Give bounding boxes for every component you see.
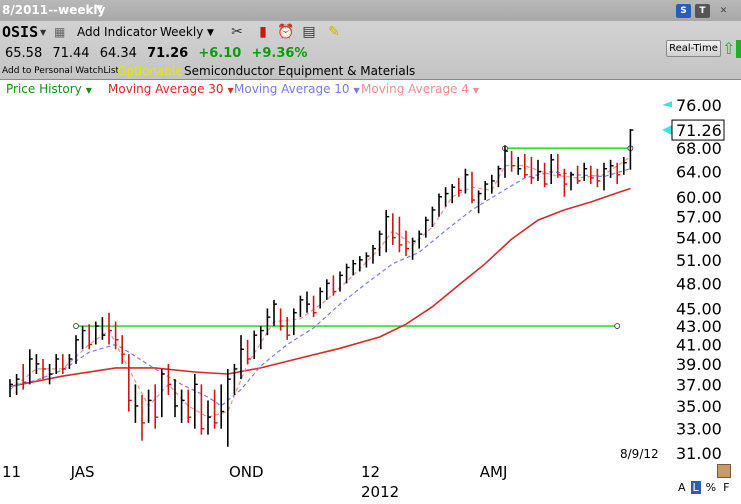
pencil-icon[interactable] bbox=[717, 464, 731, 478]
scale-option-pct[interactable]: % bbox=[705, 481, 717, 494]
x-tick-label: OND bbox=[229, 463, 264, 481]
add-indicator-button[interactable]: Add Indicator bbox=[77, 25, 158, 39]
y-tick-label: 51.00 bbox=[676, 251, 722, 270]
range-bar: 8/2011--weekly ▼ S T ✕ bbox=[0, 0, 741, 21]
quote-row: 65.58 71.44 64.34 71.26 +6.10 +9.36% bbox=[5, 46, 313, 61]
y-tick-label: 37.00 bbox=[676, 375, 722, 394]
y-tick-label: 54.00 bbox=[676, 229, 722, 248]
trendline-anchor bbox=[614, 323, 621, 329]
legend-price-history[interactable]: Price History ▼ bbox=[6, 82, 92, 96]
high-marker-arrow bbox=[662, 101, 672, 108]
y-tick-label: 57.00 bbox=[676, 208, 722, 227]
quote-change-pct: +9.36% bbox=[251, 46, 308, 61]
up-arrow-icon: ⇧ bbox=[722, 39, 736, 58]
ma10-line bbox=[9, 168, 631, 407]
chevron-down-icon[interactable]: ▼ bbox=[353, 86, 360, 95]
quote-high: 71.44 bbox=[52, 46, 90, 61]
range-label[interactable]: 8/2011--weekly bbox=[2, 3, 106, 17]
x-tick-label: 2012 bbox=[361, 483, 399, 501]
chevron-down-icon[interactable]: ▼ bbox=[472, 86, 480, 95]
quote-low: 64.34 bbox=[99, 46, 137, 61]
chart-legend: Price History ▼ Moving Average 30 ▼ Moving… bbox=[0, 80, 741, 98]
chevron-down-icon[interactable]: ▼ bbox=[85, 86, 92, 95]
y-tick-label: 64.00 bbox=[676, 163, 722, 182]
s-icon[interactable]: S bbox=[676, 4, 691, 18]
chevron-down-icon[interactable]: ▼ bbox=[227, 86, 234, 95]
add-indicator-icon[interactable]: ▦ bbox=[54, 25, 66, 39]
x-tick-label: AMJ bbox=[480, 463, 508, 481]
scale-option-f[interactable]: F bbox=[723, 481, 730, 494]
drawing-tools-icon[interactable]: ✂ bbox=[231, 24, 243, 40]
legend-price-label: Price History bbox=[6, 82, 82, 96]
legend-ma10[interactable]: Moving Average 10 ▼ bbox=[234, 82, 360, 96]
x-tick-label: JAS bbox=[70, 463, 95, 481]
chart-date-label: 8/9/12 bbox=[620, 447, 659, 461]
y-tick-label: 31.00 bbox=[676, 444, 722, 463]
table-icon[interactable]: ▤ bbox=[302, 24, 316, 40]
x-tick-label: 11 bbox=[2, 463, 21, 481]
scale-options: A L% F bbox=[676, 481, 734, 494]
last-price-box bbox=[671, 119, 725, 141]
signal-bar bbox=[736, 40, 741, 58]
symbol-label[interactable]: OSIS bbox=[2, 23, 39, 41]
y-tick-label: 76.00 bbox=[676, 98, 722, 115]
y-tick-label: 39.00 bbox=[676, 355, 722, 374]
scale-option-l[interactable]: L bbox=[690, 481, 701, 494]
trendline-anchor bbox=[73, 323, 79, 329]
x-tick-label: 12 bbox=[361, 463, 380, 481]
realtime-button[interactable]: Real-Time bbox=[666, 40, 721, 57]
quote-last: 71.26 bbox=[147, 46, 189, 61]
legend-ma30-label: Moving Average 30 bbox=[108, 82, 224, 96]
last-price-arrow bbox=[662, 125, 672, 136]
price-chart[interactable]: 76.0072.0068.0064.0060.0057.0054.0051.00… bbox=[0, 98, 741, 504]
last-price-label: 71.26 bbox=[676, 121, 722, 140]
bar-chart-icon[interactable]: ▮ bbox=[259, 24, 267, 40]
y-tick-label: 33.00 bbox=[676, 420, 722, 439]
y-tick-label: 35.00 bbox=[676, 397, 722, 416]
quote-change: +6.10 bbox=[198, 46, 242, 61]
add-to-watchlist-link[interactable]: Add to Personal WatchList bbox=[2, 66, 120, 76]
scale-option-a[interactable]: A bbox=[678, 481, 686, 494]
alarm-clock-icon[interactable]: ⏰ bbox=[277, 24, 295, 40]
y-tick-label: 43.00 bbox=[676, 317, 722, 336]
y-tick-label: 48.00 bbox=[676, 274, 722, 293]
industry-label[interactable]: Semiconductor Equipment & Materials bbox=[184, 64, 416, 78]
chart-header: 8/2011--weekly ▼ S T ✕ OSIS ▼ ▦ Add Indi… bbox=[0, 0, 741, 80]
close-icon[interactable]: ✕ bbox=[719, 6, 728, 16]
legend-ma10-label: Moving Average 10 bbox=[234, 82, 350, 96]
legend-ma4-label: Moving Average 4 bbox=[361, 82, 469, 96]
period-select[interactable]: Weekly bbox=[160, 25, 204, 39]
ma30-line bbox=[9, 187, 631, 388]
quote-open: 65.58 bbox=[5, 46, 43, 61]
legend-ma30[interactable]: Moving Average 30 ▼ bbox=[108, 82, 234, 96]
optionable-label: Optionable bbox=[117, 64, 183, 78]
ma4-line bbox=[9, 156, 631, 418]
y-tick-label: 60.00 bbox=[676, 188, 722, 207]
symbol-dropdown-icon[interactable]: ▼ bbox=[40, 28, 47, 37]
y-tick-label: 41.00 bbox=[676, 336, 722, 355]
period-dropdown-icon[interactable]: ▼ bbox=[207, 28, 214, 38]
legend-ma4[interactable]: Moving Average 4 ▼ bbox=[361, 82, 479, 96]
y-tick-label: 45.00 bbox=[676, 299, 722, 318]
note-icon[interactable]: ✎ bbox=[328, 24, 340, 40]
price-chart-svg[interactable]: 76.0072.0068.0064.0060.0057.0054.0051.00… bbox=[0, 98, 741, 504]
t-icon[interactable]: T bbox=[695, 4, 710, 18]
y-tick-label: 68.00 bbox=[676, 139, 722, 158]
range-dropdown-icon[interactable]: ▼ bbox=[96, 4, 103, 14]
